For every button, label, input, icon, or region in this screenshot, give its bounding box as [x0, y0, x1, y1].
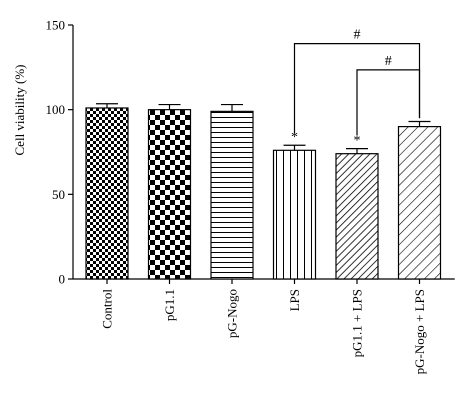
y-tick-label: 0	[59, 272, 66, 287]
bracket-label-2: #	[385, 54, 392, 69]
x-tick-label: pG1.1	[162, 289, 177, 321]
bracket-label-1: #	[354, 28, 361, 43]
y-axis-title: Cell viability (%)	[12, 65, 27, 156]
significance-bracket-2	[356, 69, 421, 136]
x-tick-label: pG-Nogo + LPS	[412, 289, 427, 374]
bar-1	[85, 107, 129, 280]
x-tick-label: pG-Nogo	[225, 289, 240, 338]
significance-asterisk: *	[354, 134, 361, 149]
y-tick-label: 50	[52, 187, 65, 202]
bar-5	[335, 153, 379, 280]
bar-4	[272, 149, 317, 280]
y-tick-label: 100	[46, 102, 66, 117]
bar-3	[210, 110, 254, 280]
significance-asterisk: *	[291, 130, 298, 145]
plot-area: 0 50 100 150 Control pG1.1 pG-Nogo LPS * pG1.1 + …	[46, 18, 455, 374]
x-tick-label: pG1.1 + LPS	[350, 289, 365, 357]
x-tick-label: LPS	[287, 289, 302, 311]
x-tick-label: Control	[100, 289, 115, 329]
y-tick-label: 150	[46, 18, 66, 33]
bar-2	[147, 109, 192, 280]
bar-6	[397, 125, 442, 280]
